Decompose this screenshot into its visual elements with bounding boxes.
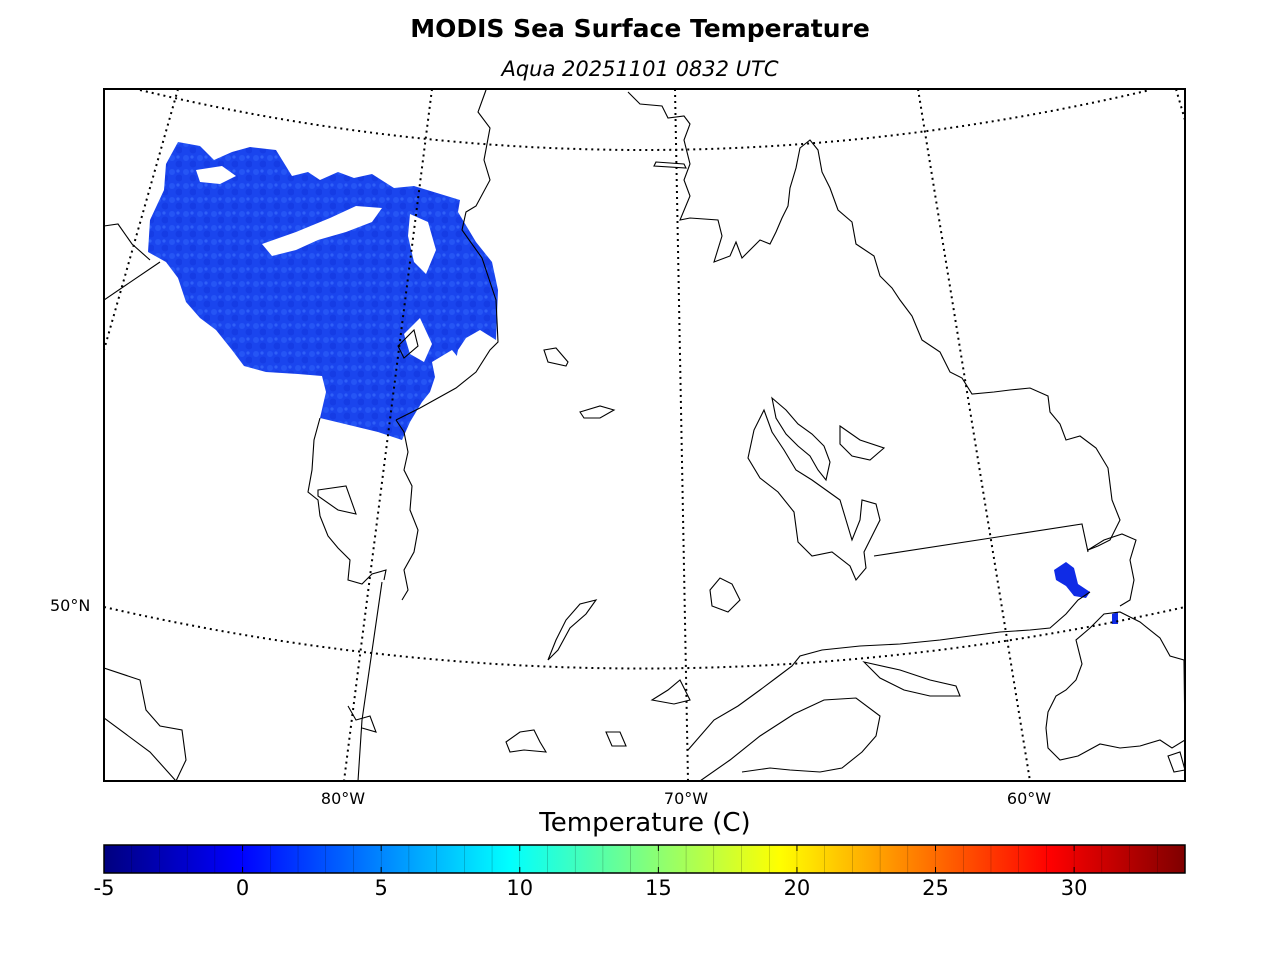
coastlines [104,89,1185,781]
colorbar-tick-label: 25 [922,876,949,900]
lat-label-50n: 50°N [50,596,91,615]
cloud-gap [196,166,236,184]
colorbar-tick-label: 5 [374,876,388,900]
colorbar-frame [103,844,1186,874]
colorbar-tick-label: 15 [644,876,672,900]
cloud-gap [262,206,382,256]
graticule [104,89,1185,781]
lon-label-70w: 70°W [663,789,709,808]
cloud-gap [404,318,432,362]
chart-title: MODIS Sea Surface Temperature [410,14,870,43]
colorbar-tick-label: 20 [783,876,811,900]
cloud-gap [432,350,470,386]
lon-label-60w: 60°W [1006,789,1052,808]
lon-label-80w: 80°W [320,789,366,808]
chart-subtitle: Aqua 20251101 0832 UTC [501,57,779,81]
colorbar-tick-label: 10 [506,876,534,900]
map-frame [103,88,1186,782]
cloud-gap [408,214,436,274]
sst-patch [1054,562,1090,598]
colorbar-tick-label: 30 [1060,876,1088,900]
colorbar-tick-label: -5 [93,876,115,900]
colorbar-gradient [104,845,1185,873]
colorbar-label: Temperature (C) [539,808,751,838]
colorbar-tick-label: 0 [235,876,250,900]
